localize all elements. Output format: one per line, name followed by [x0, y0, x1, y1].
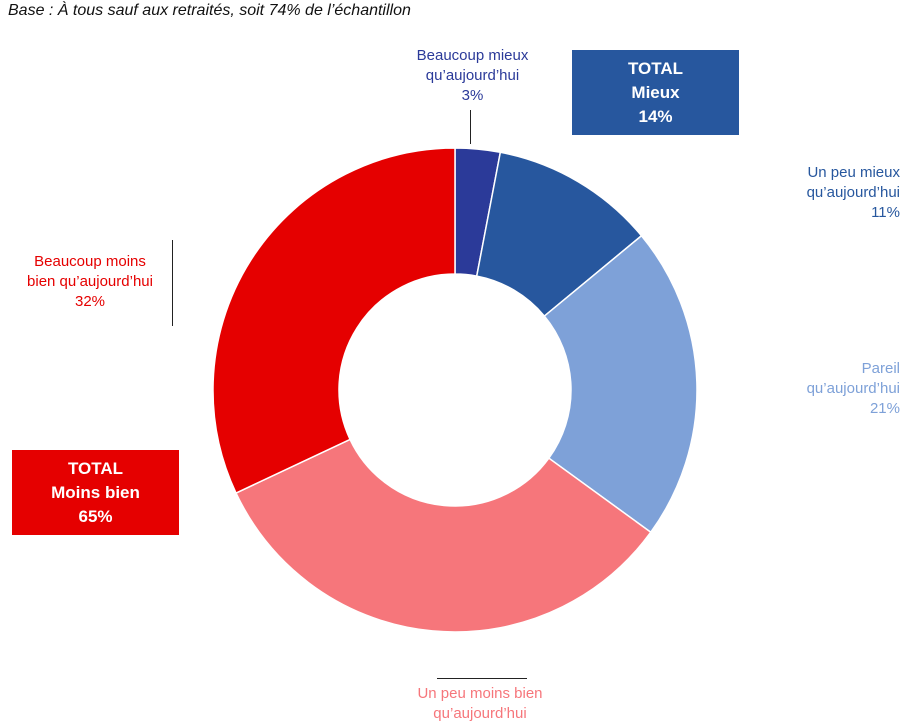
label-pareil-line2: qu’aujourd’hui	[806, 380, 900, 397]
total-moins-bien-line1: TOTAL	[67, 458, 124, 478]
label-un-peu-moins-bien-line1: Un peu moins bien	[417, 685, 543, 702]
total-moins-bien-value: 65%	[78, 506, 113, 526]
total-moins-bien-box: TOTAL Moins bien 65%	[12, 450, 179, 535]
label-beaucoup-mieux-value: 3%	[461, 87, 484, 104]
slice-beaucoup-moins-bien	[212, 147, 456, 495]
label-beaucoup-mieux-line2: qu’aujourd’hui	[425, 67, 520, 84]
label-un-peu-mieux-value: 11%	[871, 204, 900, 221]
label-beaucoup-mieux: Beaucoup mieux qu’aujourd’hui 3%	[400, 46, 545, 106]
total-mieux-box: TOTAL Mieux 14%	[572, 50, 739, 135]
label-un-peu-mieux: Un peu mieux qu’aujourd’hui 11%	[770, 163, 900, 223]
label-beaucoup-moins-bien-line2: bien qu’aujourd’hui	[27, 273, 153, 290]
chart-subtitle: Base : À tous sauf aux retraités, soit 7…	[8, 2, 411, 19]
label-un-peu-mieux-line1: Un peu mieux	[807, 164, 900, 181]
label-pareil: Pareil qu’aujourd’hui 21%	[770, 359, 900, 419]
label-un-peu-moins-bien: Un peu moins bien qu’aujourd’hui	[380, 684, 580, 724]
label-beaucoup-moins-bien: Beaucoup moins bien qu’aujourd’hui 32%	[10, 252, 170, 312]
label-beaucoup-moins-bien-line1: Beaucoup moins	[34, 253, 146, 270]
slice-pareil	[543, 234, 698, 534]
total-mieux-line2: Mieux	[631, 82, 680, 102]
label-beaucoup-mieux-line1: Beaucoup mieux	[416, 47, 529, 64]
label-beaucoup-moins-bien-value: 32%	[74, 293, 106, 310]
label-pareil-value: 21%	[869, 400, 900, 417]
total-mieux-line1: TOTAL	[627, 58, 684, 78]
label-pareil-line1: Pareil	[861, 360, 900, 377]
leader-line-beaucoup-mieux	[470, 110, 471, 144]
leader-line-un-peu-moins-bien	[437, 678, 527, 679]
leader-line-beaucoup-moins-bien	[172, 240, 173, 326]
label-un-peu-mieux-line2: qu’aujourd’hui	[806, 184, 900, 201]
total-mieux-value: 14%	[638, 106, 673, 126]
label-un-peu-moins-bien-line2: qu’aujourd’hui	[433, 705, 527, 722]
slice-un-peu-moins-bien	[235, 438, 652, 633]
total-moins-bien-line2: Moins bien	[51, 482, 140, 502]
